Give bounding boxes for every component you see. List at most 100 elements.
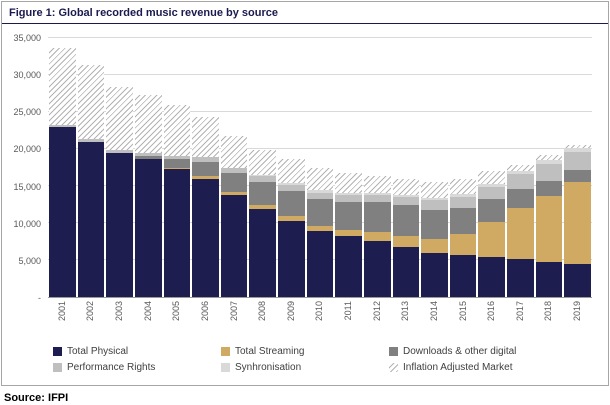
bar-2012 xyxy=(363,38,391,297)
segment-synhronisation xyxy=(306,190,334,193)
legend-swatch-total-streaming xyxy=(221,347,230,356)
segment-synhronisation xyxy=(363,192,391,195)
segment-inflation-adjusted-market xyxy=(278,159,305,184)
segment-downloads-other-digital xyxy=(363,202,391,232)
bar-2006 xyxy=(192,38,219,297)
segment-total-streaming xyxy=(421,238,448,253)
title-divider xyxy=(2,23,608,24)
plot-area xyxy=(48,37,592,298)
segment-performance-rights xyxy=(363,194,391,203)
segment-total-physical xyxy=(106,153,133,297)
segment-total-physical xyxy=(363,240,391,297)
legend-label: Downloads & other digital xyxy=(403,346,517,357)
x-tick-label: 2011 xyxy=(343,301,354,321)
segment-total-physical xyxy=(278,220,305,297)
segment-total-streaming xyxy=(249,204,276,209)
segment-performance-rights xyxy=(507,174,534,189)
bar-2013 xyxy=(392,38,420,297)
segment-inflation-adjusted-market xyxy=(363,176,391,193)
bar-2008 xyxy=(249,38,276,297)
segment-performance-rights xyxy=(478,186,505,200)
segment-synhronisation xyxy=(421,197,448,201)
segment-synhronisation xyxy=(335,192,362,195)
segment-downloads-other-digital xyxy=(106,152,133,154)
x-tick-2005: 2005 xyxy=(164,298,191,338)
x-tick-2014: 2014 xyxy=(421,298,448,338)
x-tick-2013: 2013 xyxy=(393,298,420,338)
segment-inflation-adjusted-market xyxy=(134,95,162,154)
segment-performance-rights xyxy=(249,176,276,183)
bar-2005 xyxy=(163,38,191,297)
segment-total-streaming xyxy=(163,167,191,169)
legend-item-inflation-adjusted-market: Inflation Adjusted Market xyxy=(389,362,557,373)
segment-inflation-adjusted-market xyxy=(49,47,76,125)
segment-downloads-other-digital xyxy=(335,201,362,230)
segment-downloads-other-digital xyxy=(392,205,420,236)
segment-inflation-adjusted-market xyxy=(535,154,563,161)
x-tick-2012: 2012 xyxy=(364,298,391,338)
bar-2015 xyxy=(449,38,477,297)
x-tick-2003: 2003 xyxy=(106,298,133,338)
segment-total-streaming xyxy=(507,208,534,259)
legend-label: Total Physical xyxy=(67,346,129,357)
segment-downloads-other-digital xyxy=(449,208,477,235)
segment-inflation-adjusted-market xyxy=(335,173,362,193)
figure-frame: Figure 1: Global recorded music revenue … xyxy=(1,1,609,386)
segment-total-physical xyxy=(421,252,448,297)
legend-swatch-inflation-adjusted-market xyxy=(389,363,398,372)
segment-total-physical xyxy=(134,159,162,297)
segment-downloads-other-digital xyxy=(249,182,276,205)
x-tick-2008: 2008 xyxy=(249,298,276,338)
x-tick-label: 2015 xyxy=(457,301,468,322)
segment-total-physical xyxy=(478,257,505,297)
bar-2017 xyxy=(507,38,534,297)
segment-performance-rights xyxy=(77,139,105,142)
bar-2014 xyxy=(421,38,448,297)
bar-2019 xyxy=(564,38,591,297)
segment-inflation-adjusted-market xyxy=(564,144,591,149)
segment-total-streaming xyxy=(363,231,391,241)
x-tick-label: 2005 xyxy=(171,301,182,322)
gridline xyxy=(48,74,592,75)
segment-downloads-other-digital xyxy=(220,172,248,192)
bar-2011 xyxy=(335,38,362,297)
segment-inflation-adjusted-market xyxy=(192,117,219,158)
segment-synhronisation xyxy=(449,194,477,198)
segment-downloads-other-digital xyxy=(507,188,534,209)
segment-performance-rights xyxy=(421,200,448,210)
source-note: Source: IFPI xyxy=(4,392,69,404)
legend-item-performance-rights: Performance Rights xyxy=(53,362,221,373)
x-tick-2009: 2009 xyxy=(278,298,305,338)
bar-2009 xyxy=(278,38,305,297)
legend-label: Synhronisation xyxy=(235,362,302,373)
segment-performance-rights xyxy=(134,153,162,157)
segment-total-streaming xyxy=(564,181,591,265)
segment-inflation-adjusted-market xyxy=(163,105,191,156)
segment-performance-rights xyxy=(163,155,191,160)
chart: - 5,000 10,000 15,000 20,000 25,000 30,000 35,0… xyxy=(2,24,608,338)
segment-total-streaming xyxy=(335,229,362,237)
x-tick-label: 2016 xyxy=(486,301,497,322)
x-tick-2006: 2006 xyxy=(192,298,219,338)
x-tick-label: 2002 xyxy=(85,301,96,322)
segment-inflation-adjusted-market xyxy=(220,135,248,168)
segment-performance-rights xyxy=(220,167,248,173)
gridline xyxy=(48,37,592,38)
legend-item-total-physical: Total Physical xyxy=(53,346,221,357)
x-tick-label: 2013 xyxy=(400,301,411,322)
segment-performance-rights xyxy=(278,185,305,192)
segment-inflation-adjusted-market xyxy=(449,178,477,195)
y-tick-label: 30,000 xyxy=(13,70,41,81)
y-tick-label: - xyxy=(38,293,41,303)
segment-total-physical xyxy=(335,236,362,297)
y-tick-label: 10,000 xyxy=(13,218,41,229)
segment-total-physical xyxy=(392,246,420,297)
segment-synhronisation xyxy=(535,160,563,164)
segment-total-streaming xyxy=(449,234,477,255)
segment-total-streaming xyxy=(192,176,219,179)
x-tick-label: 2014 xyxy=(428,301,439,322)
segment-total-streaming xyxy=(392,235,420,247)
bar-2002 xyxy=(77,38,105,297)
x-tick-2004: 2004 xyxy=(135,298,162,338)
